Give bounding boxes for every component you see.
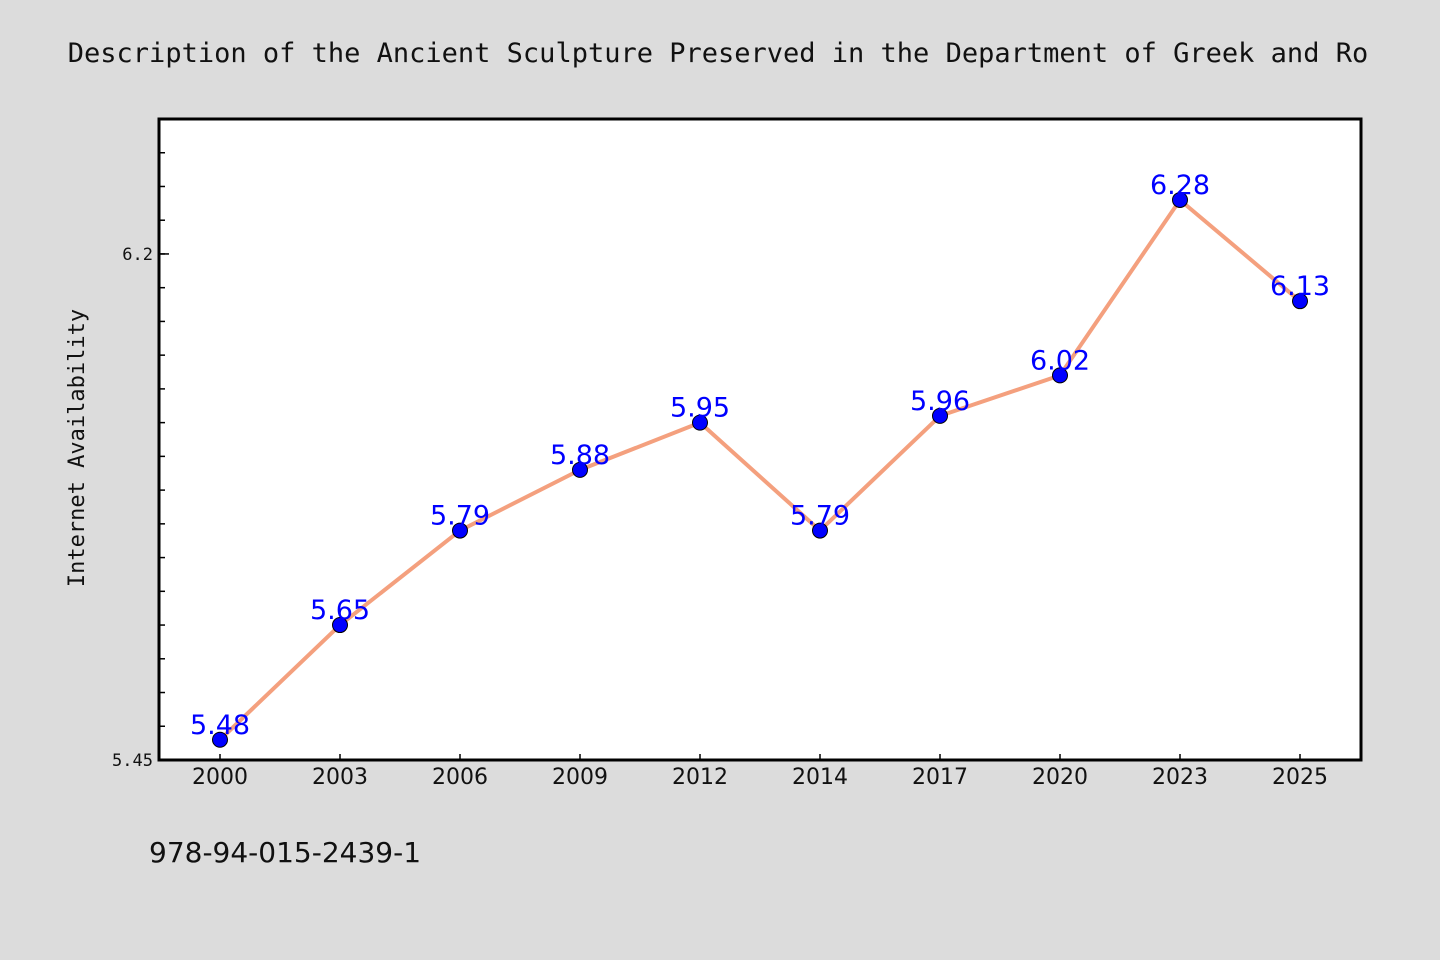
data-label: 5.48: [190, 710, 250, 741]
data-point: [1172, 191, 1188, 208]
y-tick-label: 6.2: [122, 245, 153, 265]
data-point: [1292, 293, 1308, 310]
x-tick-label: 2025: [1272, 765, 1328, 790]
y-axis-label: Internet Availability: [65, 309, 90, 587]
series-line-group: [218, 197, 1302, 742]
series-points-group: [212, 191, 1308, 748]
data-point: [332, 617, 348, 634]
y-tick-label: 5.45: [112, 751, 153, 771]
series-line: [218, 197, 1302, 742]
x-tick-label: 2023: [1152, 765, 1208, 790]
data-label: 6.28: [1150, 170, 1210, 201]
data-point: [692, 414, 708, 431]
plot-area: [157, 117, 1363, 762]
data-point: [812, 522, 828, 539]
x-tick-label: 2006: [432, 765, 488, 790]
data-point: [1052, 367, 1068, 384]
x-tick-label: 2017: [912, 765, 968, 790]
data-point: [212, 731, 228, 748]
data-label: 5.88: [550, 440, 610, 471]
chart-title: Description of the Ancient Sculpture Pre…: [68, 38, 1368, 69]
y-axis-ticks: 5.45 6.2: [112, 118, 169, 771]
data-label: 6.02: [1030, 345, 1090, 376]
x-axis-ticks: 2000 2003 2006 2009 2012 2014 2017 2020 2023 2025: [192, 754, 1328, 790]
x-tick-label: 2009: [552, 765, 608, 790]
x-tick-label: 2012: [672, 765, 728, 790]
data-point: [452, 522, 468, 539]
data-point: [572, 461, 588, 478]
isbn-footer: 978-94-015-2439-1: [149, 836, 421, 869]
data-label: 5.96: [910, 386, 970, 417]
x-tick-label: 2003: [312, 765, 368, 790]
x-tick-label: 2000: [192, 765, 248, 790]
data-label: 6.13: [1270, 271, 1330, 302]
series-labels-group: 5.48 5.65 5.79 5.88 5.95 5.79 5.96 6.02 6.28 6.13: [190, 170, 1330, 741]
data-label: 5.79: [430, 501, 490, 532]
data-label: 5.65: [310, 595, 370, 626]
data-label: 5.95: [670, 393, 730, 424]
data-point: [932, 407, 948, 424]
x-tick-label: 2014: [792, 765, 848, 790]
data-label: 5.79: [790, 501, 850, 532]
x-tick-label: 2020: [1032, 765, 1088, 790]
